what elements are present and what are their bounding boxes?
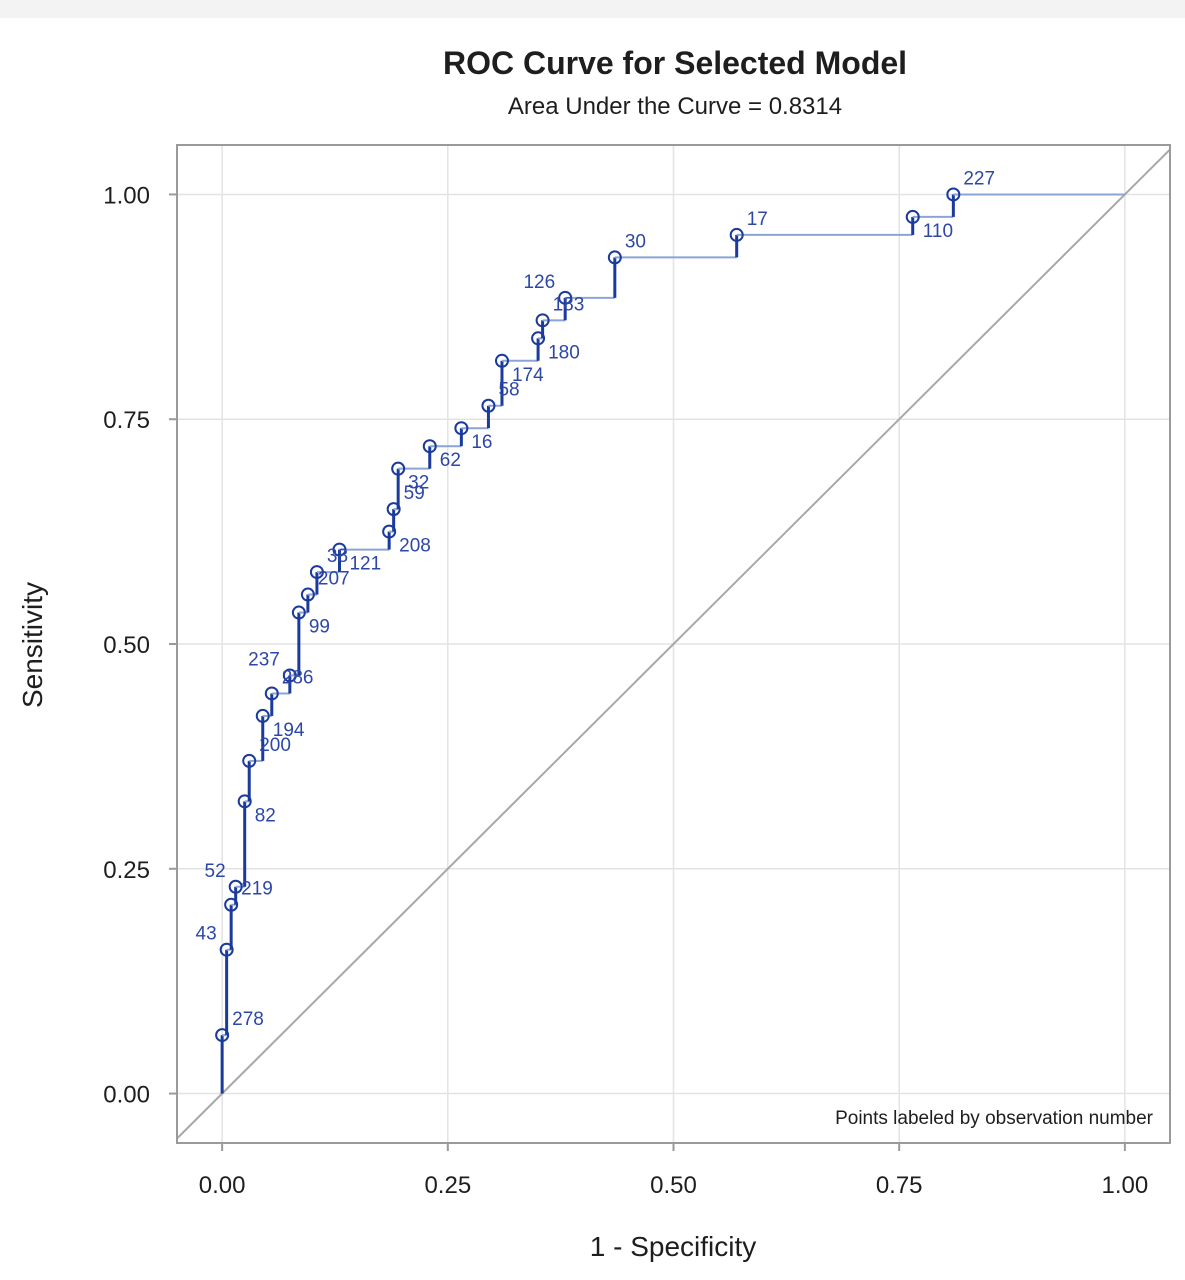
reference-diagonal: [176, 148, 1171, 1140]
roc-point-82: [237, 794, 252, 809]
points-annotation: Points labeled by observation number: [835, 1108, 1154, 1129]
roc-point-194: [255, 708, 270, 723]
roc-point-121: [332, 542, 347, 557]
observation-label-59: 59: [404, 483, 425, 504]
roc-point-30: [607, 250, 622, 265]
observation-label-62: 62: [440, 450, 461, 471]
roc-steps: [220, 193, 1125, 1094]
y-axis-label: Sensitivity: [17, 582, 48, 708]
observation-label-110: 110: [923, 221, 953, 242]
roc-markers: [215, 187, 961, 1043]
observation-label-208: 208: [399, 536, 431, 557]
x-axis-ticks: 0.00 0.25 0.50 0.75 1.00: [199, 1143, 1148, 1199]
roc-point-59: [386, 502, 401, 517]
roc-point-180: [531, 331, 546, 346]
roc-point-219: [224, 897, 239, 912]
y-tick-label-4: 1.00: [103, 182, 150, 209]
observation-label-200: 200: [259, 735, 291, 756]
observation-label-99: 99: [309, 617, 330, 638]
roc-point-58: [481, 398, 496, 413]
y-axis-ticks: 0.00 0.25 0.50 0.75 1.00: [103, 182, 177, 1109]
roc-point-227: [946, 187, 961, 202]
observation-label-16: 16: [471, 432, 492, 453]
observation-label-174: 174: [512, 365, 544, 386]
observation-label-227: 227: [963, 168, 995, 189]
roc-point-52: [228, 879, 243, 894]
roc-point-237: [282, 668, 297, 683]
observation-label-58: 58: [498, 380, 519, 401]
observation-label-121: 121: [349, 554, 381, 575]
observation-label-180: 180: [548, 342, 580, 363]
observation-label-286: 286: [282, 667, 314, 688]
roc-point-278: [215, 1028, 230, 1043]
observation-label-183: 183: [553, 294, 585, 315]
observation-label-278: 278: [232, 1009, 264, 1030]
roc-point-17: [729, 227, 744, 242]
chart-subtitle: Area Under the Curve = 0.8314: [508, 93, 842, 120]
observation-label-194: 194: [273, 720, 305, 741]
observation-label-32: 32: [408, 473, 429, 494]
roc-point-286: [264, 686, 279, 701]
observation-label-38: 38: [327, 546, 348, 567]
roc-point-32: [391, 461, 406, 476]
observation-label-30: 30: [625, 231, 646, 252]
y-tick-label-0: 0.00: [103, 1082, 150, 1109]
roc-point-99: [291, 605, 306, 620]
y-tick-label-3: 0.75: [103, 407, 150, 434]
x-tick-label-3: 0.75: [876, 1172, 923, 1199]
x-tick-label-0: 0.00: [199, 1172, 246, 1199]
roc-point-110: [905, 209, 920, 224]
x-tick-label-1: 0.25: [424, 1172, 471, 1199]
x-tick-label-2: 0.50: [650, 1172, 697, 1199]
roc-point-208: [382, 524, 397, 539]
roc-point-38: [309, 565, 324, 580]
roc-point-200: [242, 753, 257, 768]
observation-label-43: 43: [196, 924, 217, 945]
roc-point-43: [219, 942, 234, 957]
y-tick-label-1: 0.25: [103, 857, 150, 884]
roc-point-174: [494, 353, 509, 368]
observation-label-219: 219: [241, 879, 273, 900]
observation-label-82: 82: [255, 805, 276, 826]
observation-label-237: 237: [248, 649, 280, 670]
x-tick-label-4: 1.00: [1102, 1172, 1149, 1199]
top-strip: [0, 0, 1185, 18]
observation-label-207: 207: [318, 569, 350, 590]
chart-title: ROC Curve for Selected Model: [443, 45, 907, 81]
y-tick-label-2: 0.50: [103, 632, 150, 659]
roc-point-207: [300, 587, 315, 602]
roc-point-126: [558, 290, 573, 305]
observation-label-52: 52: [205, 861, 226, 882]
x-axis-label: 1 - Specificity: [590, 1231, 757, 1262]
observation-label-126: 126: [523, 272, 555, 293]
roc-point-62: [422, 439, 437, 454]
roc-point-183: [535, 313, 550, 328]
observation-label-17: 17: [747, 209, 768, 230]
roc-point-16: [454, 421, 469, 436]
